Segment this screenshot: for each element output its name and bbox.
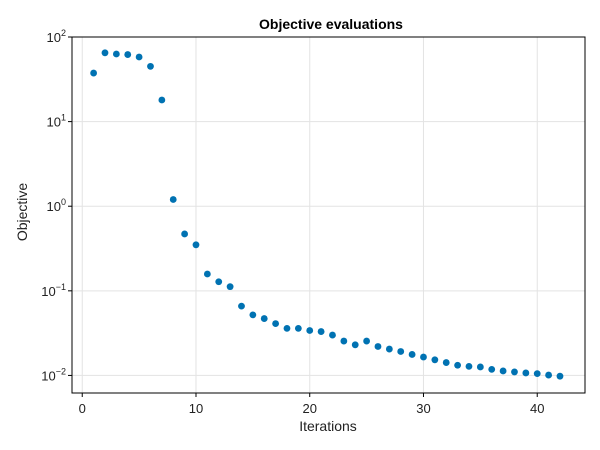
data-point xyxy=(351,341,359,349)
plot-frame xyxy=(71,36,586,394)
data-point xyxy=(192,241,200,249)
y-axis-label: Objective xyxy=(14,183,30,242)
y-tick-exponent: 2 xyxy=(61,28,66,38)
data-point xyxy=(476,363,484,371)
y-tick-exponent: −1 xyxy=(56,282,66,292)
grid-layer xyxy=(72,36,585,393)
data-point xyxy=(249,311,257,319)
data-point xyxy=(101,49,109,57)
data-point xyxy=(522,369,530,377)
data-point xyxy=(431,356,439,364)
data-point xyxy=(169,196,177,203)
data-point xyxy=(112,50,120,58)
data-point xyxy=(442,359,450,366)
data-point xyxy=(272,320,280,327)
data-point xyxy=(420,353,427,361)
data-point xyxy=(408,351,416,358)
data-point xyxy=(556,372,564,380)
data-point xyxy=(294,324,302,332)
x-tick-label: 40 xyxy=(530,401,544,416)
data-point xyxy=(203,270,211,278)
data-point xyxy=(147,62,154,70)
y-tick-label: 10−2 xyxy=(41,366,66,383)
data-point xyxy=(340,337,348,345)
data-point xyxy=(215,278,223,286)
points-layer xyxy=(90,49,564,380)
data-point xyxy=(374,343,382,350)
y-tick-base: 10 xyxy=(47,199,61,214)
y-tick-base: 10 xyxy=(41,368,55,383)
data-point xyxy=(465,362,473,370)
data-point xyxy=(306,327,314,334)
x-tick-label: 10 xyxy=(189,401,203,416)
data-point xyxy=(511,368,518,376)
data-point xyxy=(454,361,462,369)
y-tick-exponent: −2 xyxy=(56,366,66,376)
data-point xyxy=(90,69,98,77)
data-point xyxy=(226,283,234,291)
data-point xyxy=(533,370,541,378)
data-point xyxy=(363,337,371,345)
data-point xyxy=(181,230,189,238)
data-point xyxy=(135,53,143,61)
x-tick-label: 0 xyxy=(79,401,86,416)
y-tick-exponent: 0 xyxy=(61,197,66,207)
y-tick-base: 10 xyxy=(47,115,61,130)
chart-title: Objective evaluations xyxy=(259,16,403,32)
data-point xyxy=(283,324,291,332)
data-point xyxy=(260,315,268,322)
y-tick-base: 10 xyxy=(41,284,55,299)
x-axis-label: Iterations xyxy=(299,418,357,434)
data-point xyxy=(385,345,393,353)
data-point xyxy=(329,331,336,339)
data-point xyxy=(499,367,507,375)
data-point xyxy=(397,348,405,355)
data-point xyxy=(317,328,325,335)
data-point xyxy=(238,302,245,310)
y-tick-label: 101 xyxy=(47,113,66,130)
y-tick-label: 100 xyxy=(47,197,66,214)
x-tick-label: 20 xyxy=(302,401,316,416)
y-tick-base: 10 xyxy=(47,30,61,45)
y-tick-label: 10−1 xyxy=(41,282,66,299)
data-point xyxy=(158,96,166,104)
x-tick-label: 30 xyxy=(416,401,430,416)
y-tick-exponent: 1 xyxy=(61,113,66,123)
data-point xyxy=(545,371,553,379)
data-point xyxy=(124,51,132,58)
y-tick-label: 102 xyxy=(47,28,66,45)
data-point xyxy=(488,365,496,373)
